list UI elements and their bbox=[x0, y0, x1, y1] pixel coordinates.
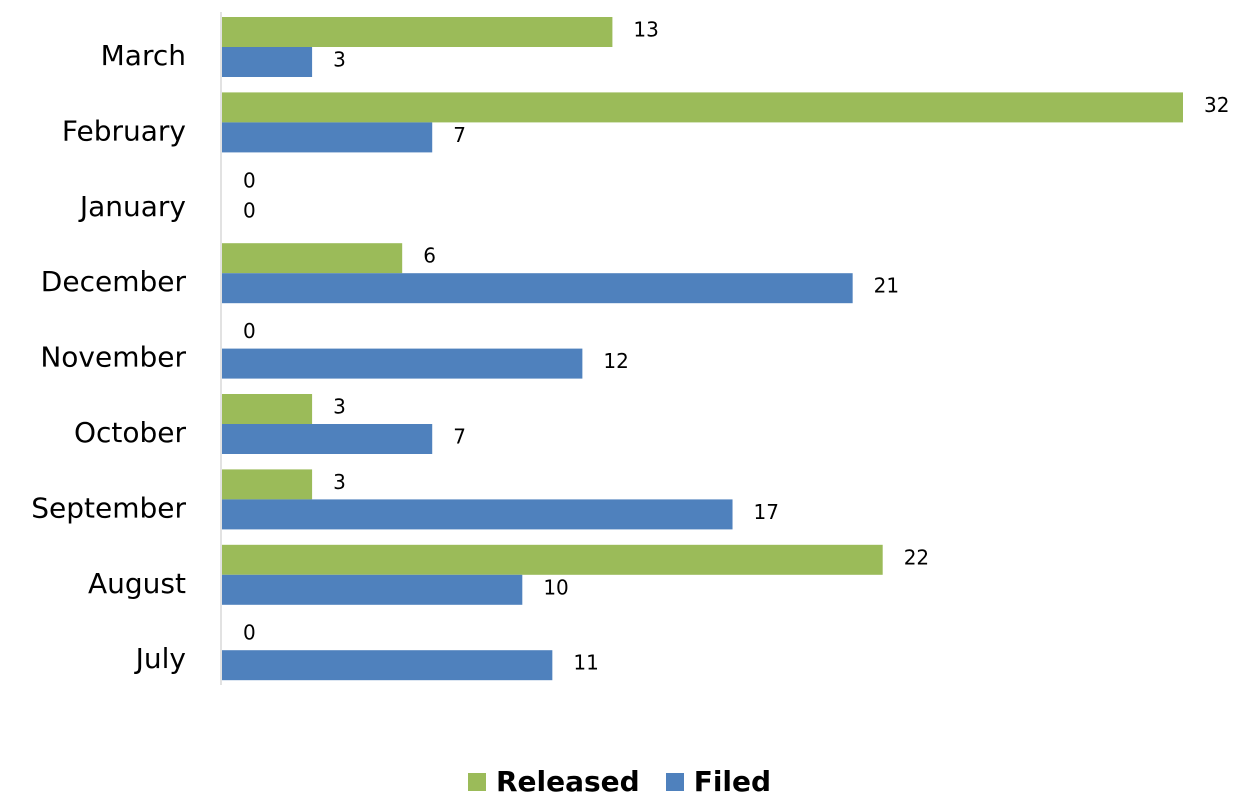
category-label: August bbox=[88, 567, 186, 600]
legend-swatch-released bbox=[467, 773, 486, 791]
data-label-filed: 21 bbox=[874, 274, 899, 298]
legend-swatch-filed bbox=[665, 773, 684, 791]
data-label-filed: 17 bbox=[754, 500, 779, 524]
category-label: December bbox=[41, 265, 187, 298]
bar-released bbox=[222, 544, 883, 575]
category-label: October bbox=[74, 416, 187, 449]
data-label-filed: 7 bbox=[453, 123, 466, 147]
category-label: February bbox=[62, 114, 186, 147]
category-label: September bbox=[31, 491, 186, 524]
bar-released bbox=[222, 394, 313, 424]
data-label-released: 13 bbox=[633, 18, 658, 42]
bar-filed bbox=[222, 650, 553, 681]
data-label-filed: 12 bbox=[603, 349, 628, 373]
bar-filed bbox=[222, 574, 523, 605]
bar-filed bbox=[222, 499, 733, 530]
legend-label-filed: Filed bbox=[693, 765, 772, 798]
legend: Released Filed bbox=[0, 768, 1239, 796]
labels-layer: March 13 3 February 32 7 January 0 0 December 6 21 N… bbox=[31, 18, 1229, 676]
bar-filed bbox=[222, 348, 583, 379]
category-label: November bbox=[40, 341, 186, 374]
category-label: July bbox=[134, 642, 186, 675]
bar-released bbox=[222, 17, 613, 47]
category-label: March bbox=[101, 39, 186, 72]
data-label-released: 0 bbox=[243, 319, 256, 343]
legend-label-released: Released bbox=[495, 765, 640, 798]
data-label-released: 0 bbox=[243, 168, 256, 192]
bar-filed bbox=[222, 47, 313, 77]
bar-released bbox=[222, 243, 403, 274]
data-label-released: 22 bbox=[904, 545, 929, 569]
bar-released bbox=[222, 469, 313, 500]
legend-item-released: Released bbox=[467, 765, 640, 798]
bar-filed bbox=[222, 273, 853, 304]
bar-released bbox=[222, 92, 1183, 123]
data-label-released: 3 bbox=[333, 395, 346, 419]
bar-chart: March 13 3 February 32 7 January 0 0 December 6 21 N… bbox=[31, 12, 1229, 685]
bars-layer bbox=[222, 17, 1183, 681]
data-label-filed: 11 bbox=[573, 651, 598, 675]
data-label-released: 32 bbox=[1204, 93, 1229, 117]
category-label: January bbox=[78, 190, 186, 223]
data-label-filed: 0 bbox=[243, 198, 256, 222]
data-label-released: 0 bbox=[243, 621, 256, 645]
data-label-released: 3 bbox=[333, 470, 346, 494]
data-label-filed: 10 bbox=[543, 575, 568, 599]
bar-filed bbox=[222, 424, 433, 454]
legend-item-filed: Filed bbox=[665, 765, 772, 798]
data-label-released: 6 bbox=[423, 244, 436, 268]
data-label-filed: 3 bbox=[333, 48, 346, 72]
bar-filed bbox=[222, 122, 433, 153]
data-label-filed: 7 bbox=[453, 425, 466, 449]
